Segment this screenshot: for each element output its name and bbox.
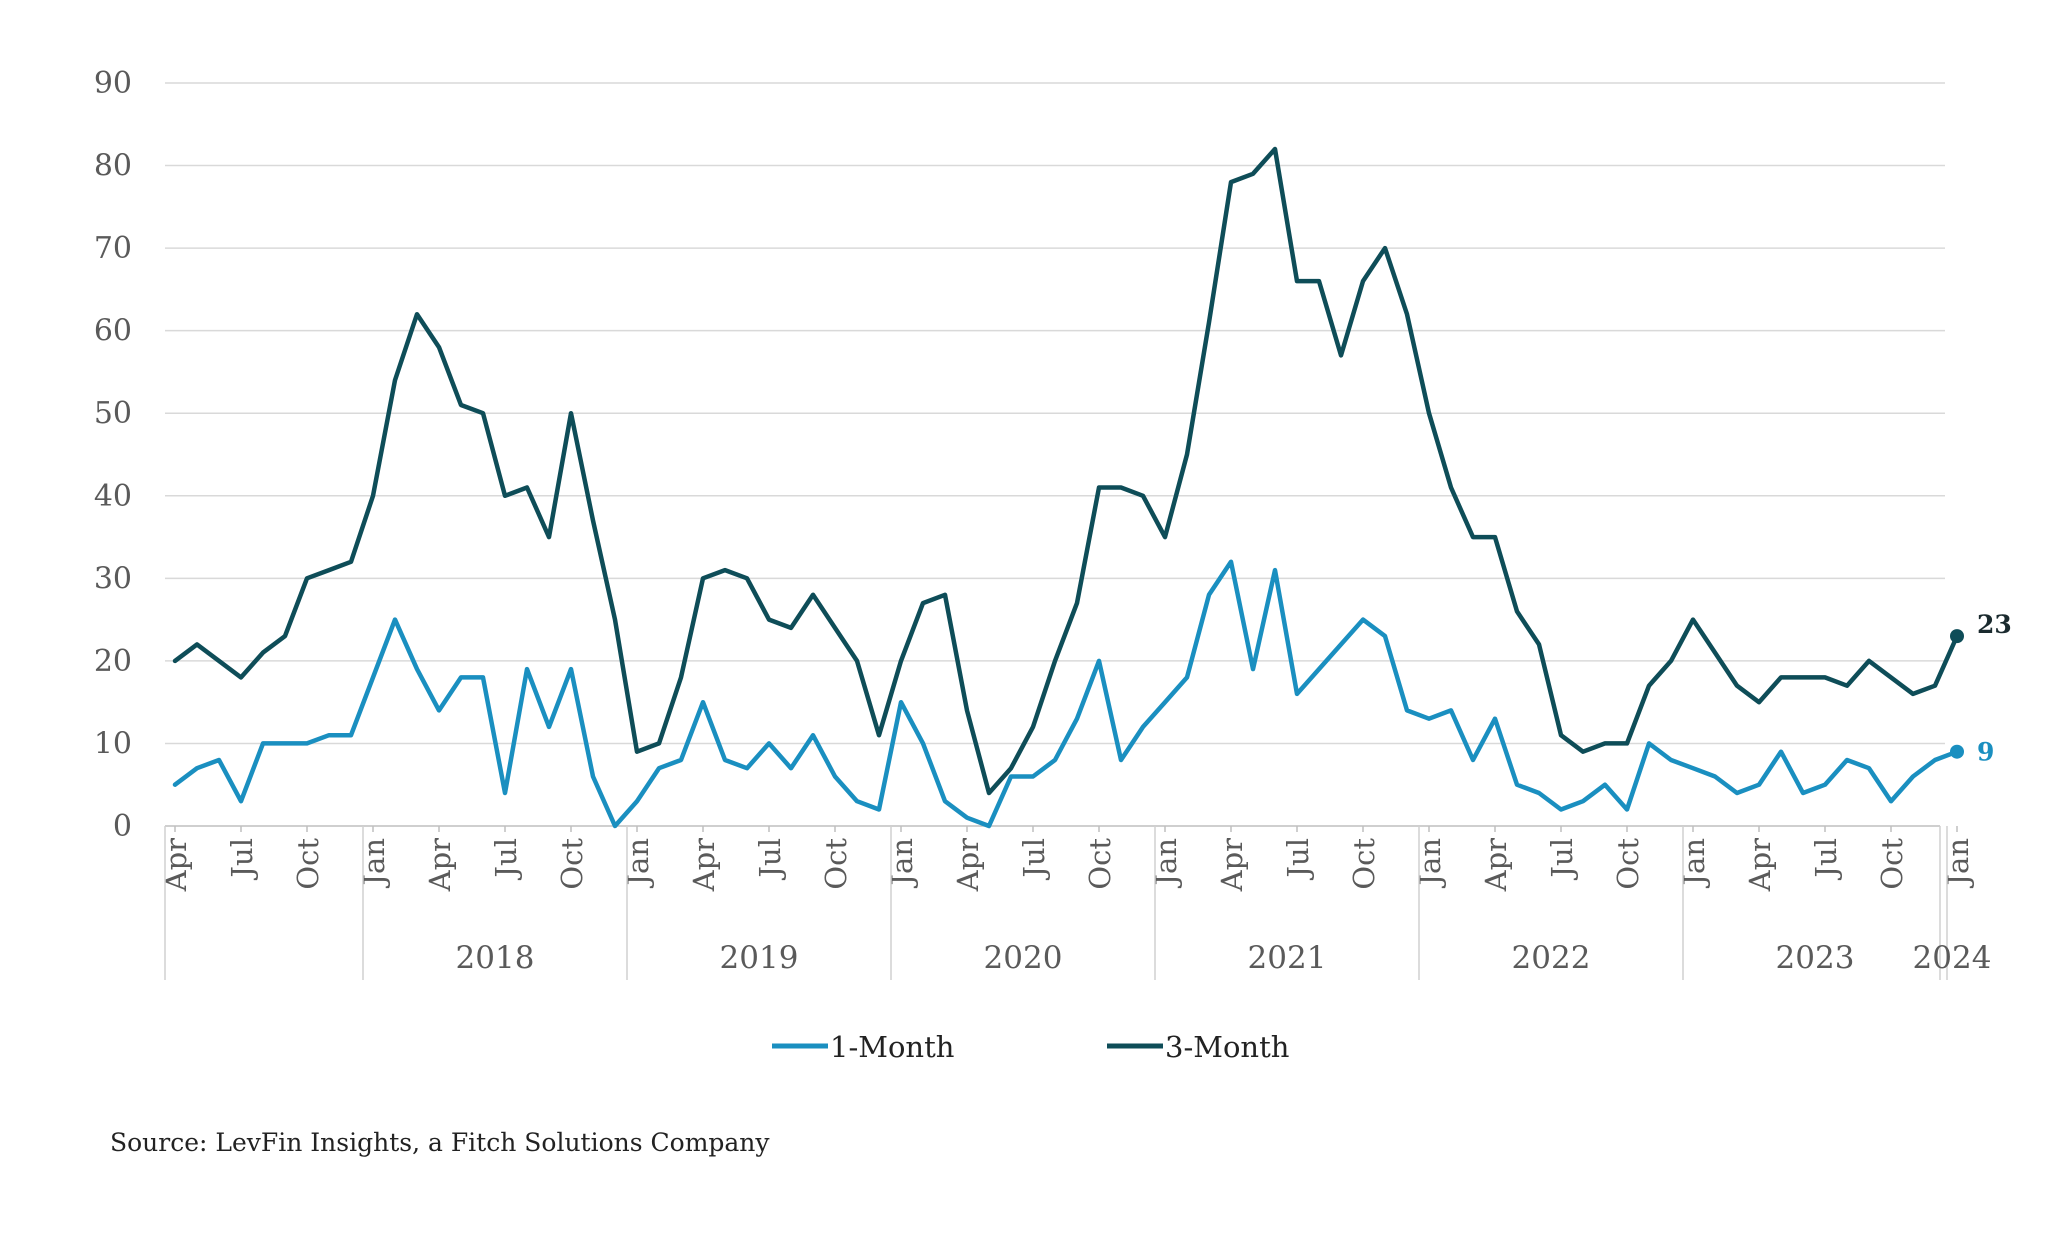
year-label: 2020 — [984, 940, 1063, 976]
year-label: 2021 — [1248, 940, 1327, 976]
x-tick-label: Oct — [1611, 838, 1645, 890]
x-tick-label: Jan — [357, 838, 391, 889]
x-tick-label: Jan — [885, 838, 919, 889]
x-tick-label: Apr — [951, 838, 985, 893]
x-tick-label: Oct — [1347, 838, 1381, 890]
x-tick-label: Jul — [489, 838, 523, 881]
x-tick-label: Apr — [687, 838, 721, 893]
end-value-label: 9 — [1977, 738, 1994, 767]
x-axis: Apr Jul Oct Jan Apr Jul Oct Jan Apr Jul Oct Jan Apr J… — [159, 825, 1992, 980]
year-label: 2023 — [1776, 940, 1855, 976]
y-tick-label: 40 — [94, 479, 132, 514]
x-tick-label: Apr — [423, 838, 457, 893]
year-label: 2019 — [720, 940, 799, 976]
y-tick-label: 10 — [94, 726, 132, 761]
x-tick-label: Apr — [1215, 838, 1249, 893]
x-tick-label: Oct — [555, 838, 589, 890]
y-axis: 0 10 20 30 40 50 60 70 80 90 — [94, 66, 132, 844]
x-tick-label: Apr — [1743, 838, 1777, 893]
y-tick-label: 50 — [94, 396, 132, 431]
series-lines: 9 23 — [172, 146, 2012, 829]
legend-label: 1-Month — [830, 1030, 954, 1064]
x-tick-label: Jul — [1545, 838, 1579, 881]
y-tick-label: 90 — [94, 66, 132, 101]
legend-label: 3-Month — [1165, 1030, 1289, 1064]
x-tick-label: Jan — [1149, 838, 1183, 889]
x-tick-label: Jan — [1941, 838, 1975, 889]
y-tick-label: 70 — [94, 231, 132, 266]
year-label: 2024 — [1913, 940, 1992, 976]
x-tick-label: Apr — [159, 838, 193, 893]
x-tick-label: Jul — [1017, 838, 1051, 881]
end-point-marker — [1950, 744, 1964, 759]
x-tick-label: Jul — [1281, 838, 1315, 881]
year-label: 2022 — [1512, 940, 1591, 976]
y-tick-label: 80 — [94, 149, 132, 184]
series-line-1-month — [172, 559, 1960, 829]
x-tick-label: Oct — [1083, 838, 1117, 890]
y-tick-label: 0 — [113, 809, 132, 844]
x-tick-label: Jul — [753, 838, 787, 881]
x-tick-label: Oct — [291, 838, 325, 890]
y-tick-label: 30 — [94, 561, 132, 596]
year-label: 2018 — [456, 940, 535, 976]
x-tick-label: Oct — [819, 838, 853, 890]
source-note: Source: LevFin Insights, a Fitch Solutio… — [110, 1128, 770, 1157]
y-tick-label: 60 — [94, 314, 132, 349]
y-tick-label: 20 — [94, 644, 132, 679]
x-tick-label: Jan — [1677, 838, 1711, 889]
grid-lines — [165, 82, 1945, 745]
x-tick-label: Oct — [1875, 838, 1909, 890]
series-line-3-month — [172, 146, 1960, 796]
end-point-marker — [1950, 629, 1964, 644]
x-tick-label: Jul — [1809, 838, 1843, 881]
x-tick-label: Jan — [621, 838, 655, 889]
x-tick-label: Jul — [225, 838, 259, 881]
x-tick-label: Jan — [1413, 838, 1447, 889]
legend: 1-Month 3-Month — [772, 1030, 1289, 1064]
end-value-label: 23 — [1977, 610, 2012, 639]
x-tick-label: Apr — [1479, 838, 1513, 893]
